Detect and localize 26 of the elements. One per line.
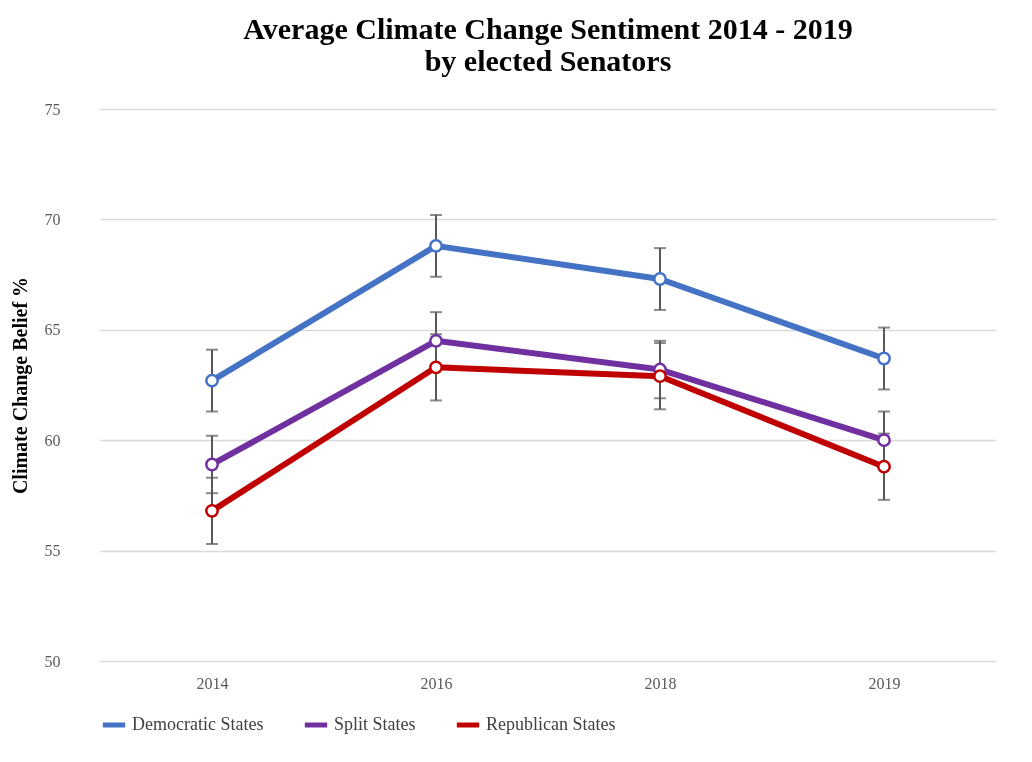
legend-label: Republican States — [486, 714, 616, 734]
point — [877, 459, 891, 474]
x-tick-label: 2018 — [644, 674, 677, 692]
point — [653, 272, 667, 286]
point — [429, 333, 443, 348]
y-tick-label: 55 — [44, 542, 61, 560]
chart-title: Average Climate Change Sentiment 2014 - 2019 by elected Senators — [243, 12, 853, 77]
point — [429, 360, 443, 375]
point — [429, 238, 443, 253]
x-tick-label: 2014 — [196, 674, 229, 692]
y-tick-label: 65 — [44, 321, 61, 339]
point — [877, 351, 891, 366]
point — [205, 373, 219, 388]
point — [205, 503, 219, 518]
point — [205, 457, 219, 472]
x-tick-label: 2016 — [420, 674, 453, 692]
y-axis-title: Climate Change Belief % — [8, 276, 32, 495]
legend-label: Split States — [334, 714, 416, 734]
y-tick-label: 60 — [44, 431, 61, 449]
legend-label: Democratic States — [132, 714, 264, 734]
point — [877, 433, 891, 448]
y-tick-label: 50 — [44, 652, 61, 670]
y-tick-label: 75 — [44, 100, 61, 118]
y-tick-label: 70 — [44, 210, 61, 228]
point — [653, 369, 667, 384]
x-tick-label: 2019 — [868, 674, 901, 692]
